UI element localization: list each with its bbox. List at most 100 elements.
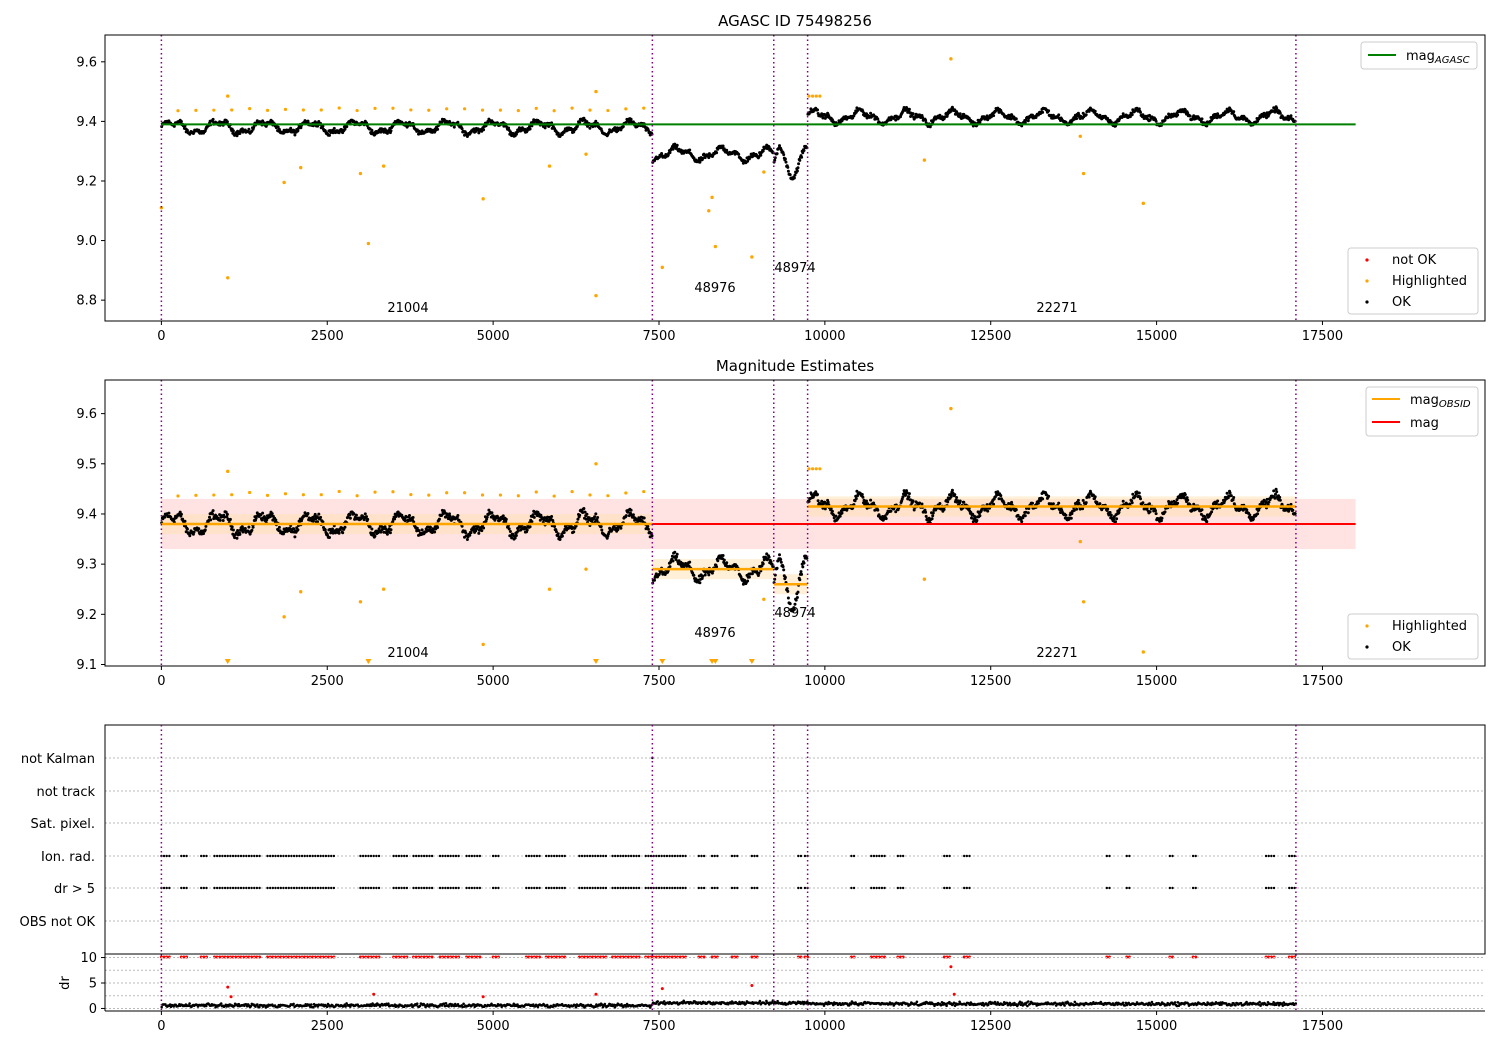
flag-marker-ion-rad [441, 854, 444, 858]
flag-marker-dr [412, 886, 415, 890]
ok-point [1137, 107, 1141, 111]
ok-point [978, 121, 982, 124]
highlighted-point [552, 494, 556, 498]
dr-clipped-marker [644, 955, 648, 959]
ok-point [673, 142, 677, 146]
ok-point [950, 488, 954, 492]
dr-clipped-marker [896, 955, 900, 959]
flag-marker-dr [367, 886, 370, 890]
highlighted-point [176, 109, 180, 113]
flag-marker-dr [276, 886, 280, 890]
ok-point [778, 144, 781, 148]
dr-clipped-marker [668, 955, 672, 959]
dr-clipped-marker [632, 955, 636, 959]
ok-point [167, 511, 171, 515]
ok-point [629, 508, 633, 512]
flag-marker-dr [883, 886, 886, 890]
ok-point [377, 527, 381, 531]
highlighted-point [949, 57, 953, 61]
ok-point [270, 512, 274, 516]
flag-marker-dr [223, 886, 227, 890]
dr-clipped-marker [394, 955, 398, 959]
flag-marker-dr [614, 886, 617, 890]
dr-clipped-marker [713, 955, 717, 959]
ok-point [912, 508, 916, 512]
ok-point [317, 512, 321, 516]
ok-point [354, 513, 358, 517]
ok-point [585, 512, 589, 516]
dr-clipped-marker [552, 955, 556, 959]
ok-point [1229, 109, 1233, 112]
flag-marker-dr [619, 886, 622, 890]
ok-point [722, 147, 726, 151]
ok-point [1273, 110, 1277, 114]
ok-point [1148, 502, 1151, 506]
flag-marker-dr [311, 886, 314, 890]
flag-marker-dr [468, 886, 471, 890]
ok-point [588, 126, 592, 130]
flag-marker-ion-rad [588, 854, 592, 858]
flag-marker-ion-rad [872, 854, 876, 858]
flag-marker-ion-rad [284, 854, 288, 858]
obsid-label: 48974 [774, 261, 815, 276]
highlighted-point [355, 108, 359, 113]
ok-point [775, 566, 779, 570]
flag-marker-ion-rad [438, 854, 442, 858]
dr-clipped-marker [872, 955, 876, 959]
ok-point [1176, 501, 1180, 505]
dr-clipped-marker [563, 955, 567, 959]
dr-clipped-marker [324, 955, 328, 959]
highlighted-point [710, 195, 714, 200]
dr-clipped-marker [684, 955, 688, 959]
flag-marker-ion-rad [713, 854, 716, 858]
flag-marker-dr [629, 886, 633, 890]
ok-point [955, 496, 959, 499]
highlighted-point [807, 94, 811, 98]
ok-point [783, 157, 787, 161]
ok-point [1098, 113, 1102, 117]
dr-clipped-marker [377, 955, 381, 959]
flag-marker-dr [968, 886, 971, 890]
dr-clipped-marker [626, 955, 630, 959]
flag-marker-dr [797, 886, 800, 890]
flag-marker-dr [400, 886, 403, 890]
flag-marker-ion-rad [162, 854, 166, 858]
flag-marker-dr [279, 886, 283, 890]
flag-marker-ion-rad [632, 854, 635, 858]
dr-clipped-marker [268, 955, 272, 959]
flag-marker-ion-rad [580, 854, 584, 858]
ok-point [192, 530, 196, 534]
ok-point [692, 573, 696, 577]
flag-marker-dr [632, 886, 635, 890]
obsid-label: 48974 [774, 606, 815, 621]
flag-marker-ion-rad [452, 854, 455, 858]
dr-clipped-marker [604, 955, 608, 959]
flag-marker-dr [237, 886, 240, 890]
flag-marker-dr [242, 886, 245, 890]
ok-point [550, 515, 554, 518]
flag-marker-dr [274, 886, 277, 890]
highlighted-point [299, 590, 303, 594]
flag-marker-ion-rad [473, 854, 476, 858]
ok-point [795, 169, 799, 173]
flag-marker-ion-rad [550, 854, 553, 858]
flag-marker-dr [621, 886, 625, 890]
dr-clipped-marker [796, 955, 800, 959]
flag-label-not-track: not track [36, 785, 95, 800]
flag-marker-ion-rad [945, 854, 949, 858]
dr-clipped-marker [1105, 955, 1109, 959]
flag-marker-dr [218, 886, 221, 890]
ok-point [924, 510, 928, 514]
x-tick-label: 0 [157, 674, 165, 689]
highlighted-point [624, 491, 628, 495]
flag-marker-dr [1288, 886, 1291, 890]
ok-point [1272, 106, 1276, 110]
dr-clipped-marker [550, 955, 554, 959]
flag-marker-dr [560, 886, 564, 890]
ok-point [240, 525, 244, 529]
ok-point [211, 512, 214, 516]
highlighted-point [1078, 539, 1082, 544]
flag-marker-ion-rad [237, 854, 240, 858]
ok-point [1051, 113, 1055, 117]
ok-point [1072, 117, 1076, 121]
